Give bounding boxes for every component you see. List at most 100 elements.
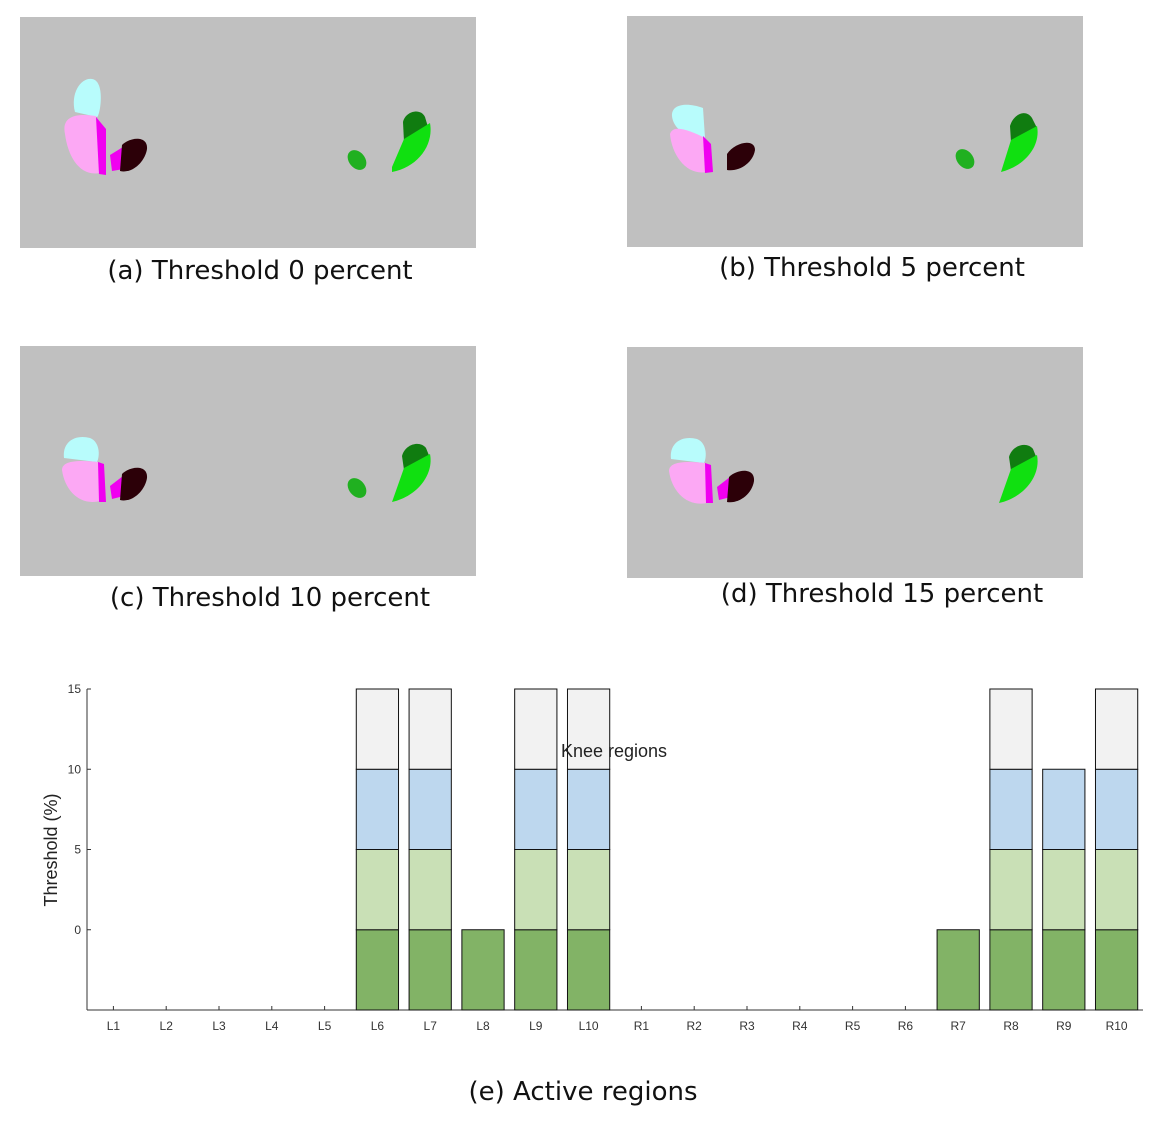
region-dark: [120, 138, 148, 172]
x-tick-label: R1: [634, 1019, 650, 1033]
region-dark: [727, 142, 755, 171]
region-green-small: [347, 478, 367, 498]
region-cyan: [670, 437, 706, 463]
bar-r10-threshold-15: [1094, 688, 1139, 770]
bar-r10-threshold-5: [1094, 849, 1139, 931]
x-tick-label: R10: [1106, 1019, 1128, 1033]
x-tick-label: R8: [1003, 1019, 1019, 1033]
knee-map-d: [669, 437, 1038, 504]
caption-e: (e) Active regions: [468, 1077, 698, 1107]
region-magenta: [96, 117, 106, 175]
bar-l7-threshold-10: [408, 768, 452, 850]
y-tick-label: 10: [68, 762, 82, 776]
region-green-small: [955, 149, 975, 169]
region-magenta-small: [717, 477, 731, 500]
region-cyan: [73, 78, 101, 117]
region-pink: [64, 114, 100, 174]
region-magenta: [98, 462, 106, 502]
active-regions-chart: 0 5 10 15 L1 L2 L3 L4 L5 L6 L7 L8 L9 L10 R1 R2 R3 R4 R5 R6…: [41, 682, 1143, 1033]
panel-threshold-10: [20, 346, 476, 576]
x-tick-label: R7: [951, 1019, 967, 1033]
x-tick-label: R9: [1056, 1019, 1072, 1033]
region-green-dark: [1009, 444, 1037, 471]
y-tick-label: 0: [74, 923, 81, 937]
region-green-bright: [392, 123, 431, 172]
knee-map-c: [62, 436, 431, 502]
x-tick-label: L7: [424, 1019, 438, 1033]
x-axis-label: Knee regions: [561, 741, 667, 761]
region-green-small: [347, 150, 367, 170]
region-dark: [727, 470, 755, 503]
bar-r9-threshold-10: [1042, 768, 1086, 850]
region-magenta: [703, 136, 713, 173]
x-tick-label: L4: [265, 1019, 279, 1033]
bar-r8-threshold-5: [989, 849, 1033, 931]
region-green-dark: [402, 443, 430, 470]
bar-r8-threshold-10: [989, 768, 1033, 850]
caption-d: (d) Threshold 15 percent: [720, 579, 1044, 609]
bar-r9-threshold-5: [1042, 849, 1086, 931]
panel-threshold-5: [627, 16, 1083, 247]
bar-l9-threshold-10: [514, 768, 558, 850]
bar-l6-threshold-0: [355, 929, 400, 1011]
caption-c: (c) Threshold 10 percent: [109, 583, 431, 613]
bar-l9-threshold-0: [514, 929, 558, 1011]
region-green-dark: [403, 111, 428, 142]
caption-a: (a) Threshold 0 percent: [107, 256, 413, 286]
x-tick-label: R3: [739, 1019, 755, 1033]
y-tick-label: 15: [68, 682, 82, 696]
x-tick-label: L9: [529, 1019, 543, 1033]
bar-l6-threshold-15: [355, 688, 400, 770]
region-magenta-small: [110, 476, 124, 499]
bar-l10-threshold-0: [566, 929, 611, 1011]
x-tick-label: L6: [371, 1019, 385, 1033]
bar-l9-threshold-15: [514, 688, 558, 770]
caption-b: (b) Threshold 5 percent: [719, 253, 1025, 283]
bar-r9-threshold-0: [1042, 929, 1086, 1011]
x-tick-label: R4: [792, 1019, 808, 1033]
region-magenta: [705, 463, 713, 503]
bar-l7-threshold-5: [408, 849, 452, 931]
bar-l10-threshold-10: [566, 768, 611, 850]
bar-r7-threshold-0: [936, 929, 980, 1011]
bar-l7-threshold-15: [408, 688, 452, 770]
y-tick-label: 5: [74, 843, 81, 857]
chart-bars: [355, 688, 1139, 1011]
knee-map-b: [670, 104, 1038, 173]
bar-l6-threshold-5: [355, 849, 400, 931]
region-green-bright: [1001, 126, 1038, 172]
knee-map-a: [64, 78, 431, 175]
region-green-bright: [999, 455, 1038, 503]
region-cyan: [63, 436, 99, 462]
region-green-bright: [392, 454, 431, 502]
x-tick-label: R2: [687, 1019, 703, 1033]
x-tick-label: L10: [579, 1019, 599, 1033]
bar-r10-threshold-10: [1094, 768, 1139, 850]
x-tick-label: R5: [845, 1019, 861, 1033]
bar-l10-threshold-5: [566, 849, 611, 931]
bar-l10-threshold-15: [566, 688, 611, 770]
x-tick-label: L5: [318, 1019, 332, 1033]
x-tick-label: L1: [107, 1019, 121, 1033]
panel-threshold-0: [20, 17, 476, 248]
chart-axes: [86, 688, 1143, 1011]
x-tick-label: R6: [898, 1019, 914, 1033]
region-dark: [120, 467, 148, 501]
region-pink: [669, 461, 707, 504]
bar-l7-threshold-0: [408, 929, 452, 1011]
bar-r8-threshold-0: [989, 929, 1033, 1011]
x-tick-label: L2: [160, 1019, 174, 1033]
panel-threshold-15: [627, 347, 1083, 578]
bar-r10-threshold-0: [1094, 929, 1139, 1011]
bar-l8-threshold-0: [461, 929, 505, 1011]
bar-r8-threshold-15: [989, 688, 1033, 770]
bar-l9-threshold-5: [514, 849, 558, 931]
x-tick-label: L8: [476, 1019, 490, 1033]
x-tick-labels: L1 L2 L3 L4 L5 L6 L7 L8 L9 L10 R1 R2 R3 R4 R5 R6 R7 R8 R9 R…: [107, 1019, 1128, 1033]
region-green-dark: [1010, 113, 1037, 142]
region-pink: [670, 128, 707, 173]
region-pink: [62, 460, 100, 502]
bar-l6-threshold-10: [355, 768, 400, 850]
y-tick-labels: 0 5 10 15: [68, 682, 82, 937]
y-axis-label: Threshold (%): [41, 793, 61, 906]
